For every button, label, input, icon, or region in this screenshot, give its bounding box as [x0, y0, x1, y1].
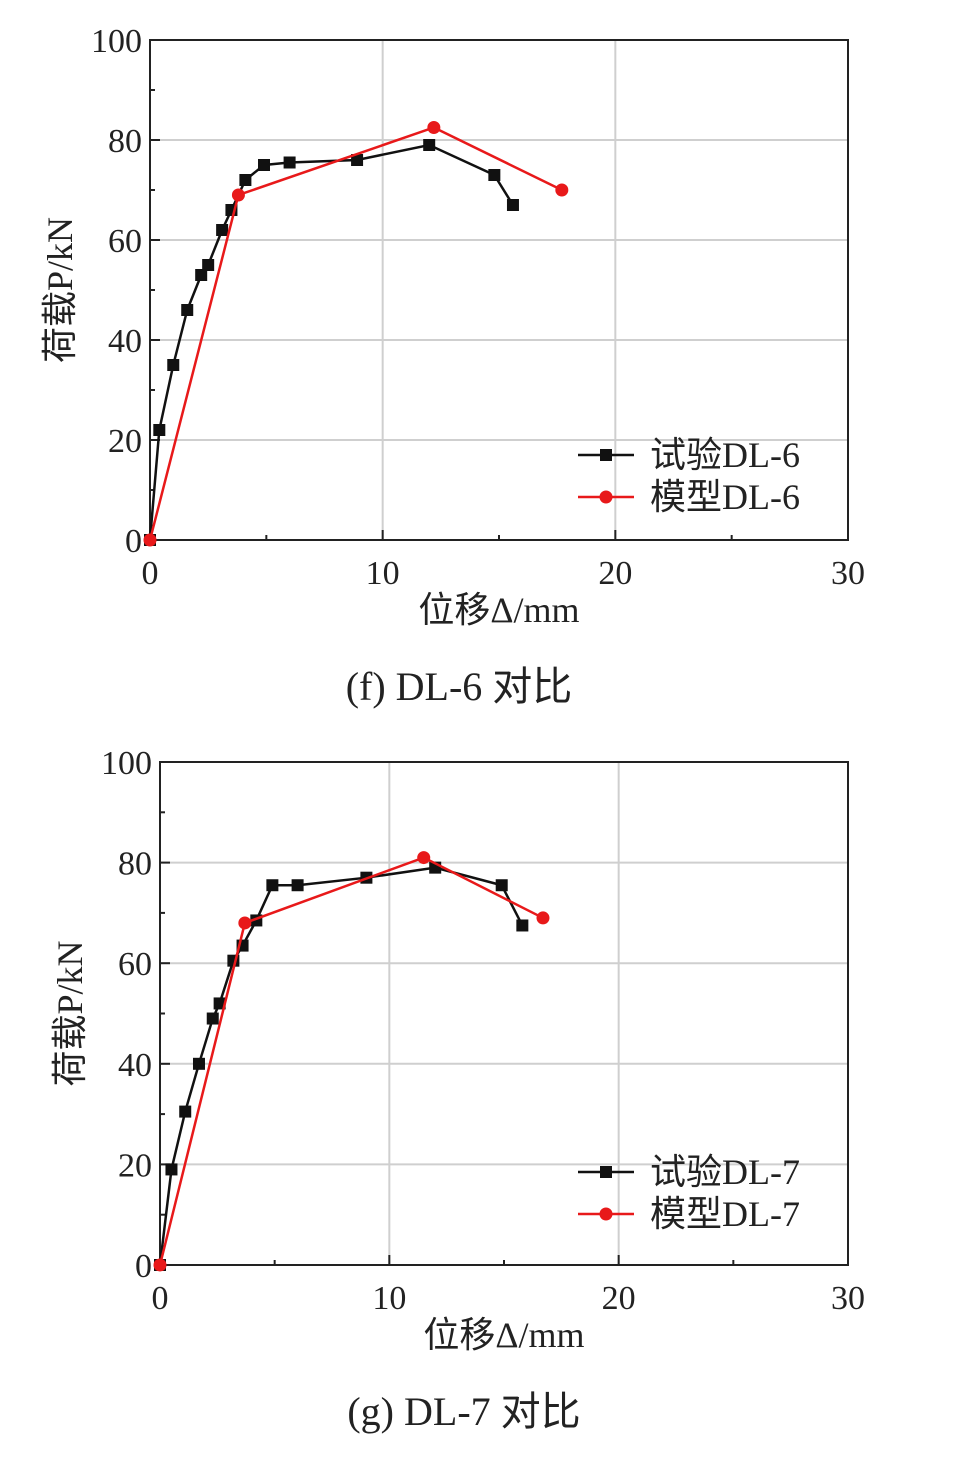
- data-point: [506, 199, 519, 211]
- data-point: [206, 1012, 219, 1025]
- data-point: [153, 1258, 167, 1272]
- data-point: [266, 879, 279, 892]
- legend-marker: [600, 449, 612, 461]
- x-tick-label: 20: [602, 1280, 636, 1317]
- data-point: [516, 919, 529, 932]
- data-point: [231, 188, 245, 202]
- y-tick-label: 60: [108, 223, 142, 260]
- chart-1: 0 10 20 30 0 20 40 60 80 100 位移Δ/mm 荷载P/kN 试验DL-6模型D…: [40, 23, 865, 709]
- y-tick-label: 80: [108, 123, 142, 160]
- data-point: [167, 359, 180, 371]
- data-point: [195, 269, 208, 281]
- legend-label: 模型DL-7: [650, 1194, 800, 1234]
- series-line: [158, 866, 524, 1266]
- x-tick-label: 20: [598, 555, 632, 592]
- data-point: [165, 1163, 178, 1176]
- chart-2: 0 10 20 30 0 20 40 60 80 100 位移Δ/mm 荷载P/kN 试验DL-7模型D…: [50, 745, 865, 1434]
- legend-label: 试验DL-7: [650, 1152, 800, 1192]
- data-point: [213, 997, 226, 1010]
- y-tick-label: 20: [118, 1147, 152, 1184]
- data-point: [153, 424, 166, 436]
- legend-label: 模型DL-6: [650, 477, 800, 517]
- y-axis-title: 荷载P/kN: [40, 217, 80, 363]
- data-point: [283, 156, 296, 169]
- data-point: [238, 916, 252, 930]
- y-tick-label: 60: [118, 946, 152, 983]
- data-point: [427, 121, 441, 134]
- data-point: [488, 169, 501, 181]
- data-point: [258, 159, 271, 171]
- figure-caption: (g) DL-7 对比: [347, 1389, 580, 1434]
- y-tick-label: 100: [101, 745, 152, 782]
- data-point: [291, 879, 304, 892]
- data-point: [202, 259, 215, 271]
- y-tick-label: 100: [91, 23, 142, 60]
- y-tick-label: 20: [108, 423, 142, 460]
- data-point: [181, 304, 194, 316]
- series-line: [158, 856, 544, 1266]
- data-point: [351, 154, 364, 166]
- y-axis-title: 荷载P/kN: [50, 940, 90, 1086]
- series-line: [148, 143, 515, 541]
- figure-caption: (f) DL-6 对比: [346, 664, 573, 709]
- data-point: [179, 1105, 192, 1118]
- legend-label: 试验DL-6: [650, 435, 800, 475]
- x-tick-label: 30: [831, 555, 865, 592]
- data-point: [216, 224, 229, 236]
- legend-marker: [600, 1166, 612, 1178]
- data-point: [192, 1057, 205, 1070]
- data-point: [417, 851, 431, 865]
- x-tick-label: 0: [152, 1280, 169, 1317]
- x-tick-label: 0: [142, 555, 159, 592]
- x-axis-title: 位移Δ/mm: [418, 590, 579, 630]
- series-2: [143, 121, 569, 547]
- data-point: [423, 139, 436, 151]
- x-tick-label: 10: [372, 1280, 406, 1317]
- data-point: [143, 533, 157, 547]
- y-tick-label: 40: [118, 1047, 152, 1084]
- x-tick-label: 10: [366, 555, 400, 592]
- data-point: [555, 183, 569, 197]
- y-tick-label: 40: [108, 323, 142, 360]
- data-point: [495, 879, 508, 892]
- series-line: [148, 126, 563, 541]
- series-2: [153, 851, 550, 1272]
- data-point: [239, 174, 252, 186]
- x-tick-label: 30: [831, 1280, 865, 1317]
- y-tick-label: 0: [125, 523, 142, 560]
- x-axis-title: 位移Δ/mm: [423, 1315, 584, 1355]
- legend-marker: [599, 490, 613, 504]
- legend-marker: [599, 1207, 613, 1221]
- data-point: [536, 911, 550, 925]
- y-tick-label: 0: [135, 1248, 152, 1285]
- y-tick-label: 80: [118, 846, 152, 883]
- series-1: [154, 861, 529, 1271]
